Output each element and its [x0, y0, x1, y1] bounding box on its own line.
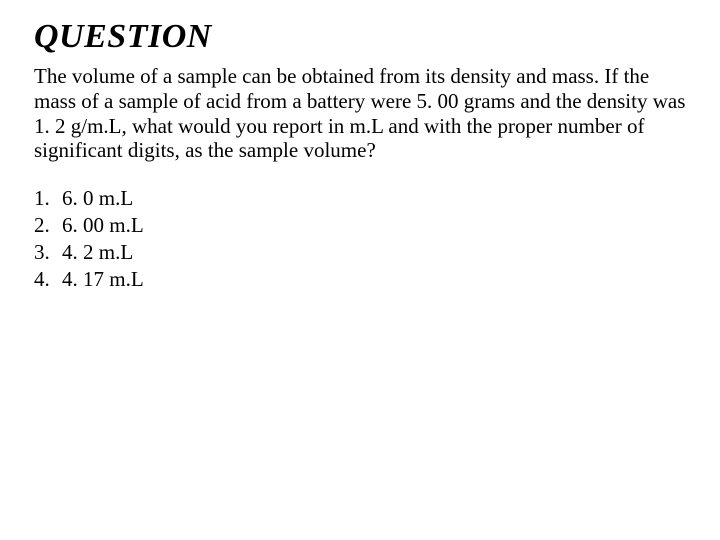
option-number: 2.: [34, 212, 62, 239]
option-number: 4.: [34, 266, 62, 293]
question-slide: QUESTION The volume of a sample can be o…: [0, 0, 720, 293]
answer-option: 4. 4. 17 m.L: [34, 266, 686, 293]
answer-option: 3. 4. 2 m.L: [34, 239, 686, 266]
option-text: 4. 2 m.L: [62, 239, 686, 266]
option-text: 6. 0 m.L: [62, 185, 686, 212]
question-body: The volume of a sample can be obtained f…: [34, 64, 686, 163]
answer-option: 1. 6. 0 m.L: [34, 185, 686, 212]
answer-option: 2. 6. 00 m.L: [34, 212, 686, 239]
option-number: 3.: [34, 239, 62, 266]
answer-options: 1. 6. 0 m.L 2. 6. 00 m.L 3. 4. 2 m.L 4. …: [34, 185, 686, 293]
option-text: 6. 00 m.L: [62, 212, 686, 239]
option-number: 1.: [34, 185, 62, 212]
option-text: 4. 17 m.L: [62, 266, 686, 293]
question-heading: QUESTION: [34, 18, 686, 56]
